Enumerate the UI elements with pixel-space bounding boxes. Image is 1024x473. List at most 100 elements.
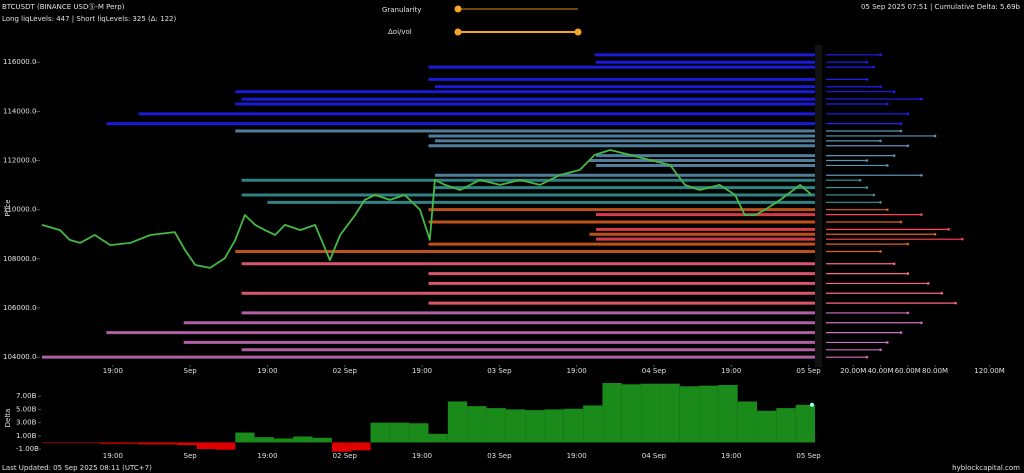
delta-bar [447, 401, 468, 443]
delta-bar [525, 410, 545, 443]
liq-volume-dot [906, 311, 910, 315]
liq-volume-dot [920, 213, 923, 216]
delta-bar [757, 410, 777, 443]
y-tick-label: 110000.0 [3, 206, 36, 214]
site: hyblockcapital.com [952, 464, 1020, 472]
liq-volume-dot [879, 201, 882, 204]
x-tick-label: 19:00 [103, 367, 123, 375]
delta-bar [718, 384, 738, 443]
delta-bar [467, 406, 487, 443]
x-tick-label: 19:00 [103, 452, 123, 460]
delta-bar [312, 437, 332, 443]
delta-bar [621, 384, 642, 443]
delta-bar [177, 442, 197, 446]
delta-bar [61, 442, 81, 444]
liq-volume-dot [858, 178, 862, 182]
liq-volume-dot [865, 355, 869, 359]
liq-volume-dot [886, 341, 889, 344]
liq-volume-dot [886, 164, 889, 167]
delta-bar [119, 442, 139, 444]
status: 05 Sep 2025 07:51 | Cumulative Delta: 5.… [861, 3, 1021, 11]
delta-bar [737, 401, 758, 443]
y-tick-label: 104000.0 [3, 353, 36, 361]
liq-volume-dot [865, 186, 869, 189]
delta-bar [544, 409, 564, 443]
delta-bar [409, 423, 429, 443]
liq-volume-dot [892, 262, 896, 266]
liq-volume-dot [872, 65, 876, 69]
x-tick-label: Sep [184, 367, 198, 375]
delta-bar [505, 409, 526, 443]
volume-tick-label: 40.00M [867, 367, 893, 375]
liq-volume-dot [947, 228, 950, 231]
liq-volume-dot [920, 97, 923, 101]
volume-tick-label: 120.00M [974, 367, 1005, 375]
granularity-label: Granularity [382, 6, 421, 14]
x-tick-label: Sep [184, 452, 198, 460]
liq-volume-dot [940, 291, 944, 295]
liq-volume-dot [960, 237, 964, 241]
liq-volume-dot [892, 154, 896, 157]
liq-volume-dot [865, 78, 869, 81]
x-tick-label: 02 Sep [333, 367, 358, 375]
y-tick-label: -1.00B [16, 445, 39, 453]
level-counts: Long liqLevels: 447 | Short liqLevels: 3… [2, 15, 176, 23]
delta-bar [389, 422, 410, 443]
x-tick-label: 19:00 [257, 367, 277, 375]
liq-volume-dot [865, 159, 869, 162]
delta-bar [679, 386, 700, 443]
x-tick-label: 19:00 [721, 452, 741, 460]
price-line [41, 149, 813, 269]
liq-volume-dot [899, 122, 903, 125]
delta-bar [351, 442, 371, 451]
y-tick-label: 5.00B [16, 405, 37, 413]
delta-bar [42, 442, 62, 444]
liq-volume-dot [886, 208, 889, 211]
delta-axis-label: Delta [4, 409, 12, 428]
liq-volume-dot [899, 331, 903, 334]
volume-tick-label: 80.00M [922, 367, 948, 375]
delta-bar [99, 442, 120, 444]
y-tick-label: 112000.0 [3, 157, 36, 165]
delta-bar [235, 432, 255, 443]
oi-vol-knob-high[interactable] [574, 28, 582, 36]
liq-volume-dot [954, 301, 957, 305]
volume-tick-label: 20.00M [840, 367, 866, 375]
liq-volume-dot [933, 134, 937, 138]
delta-bar [776, 408, 796, 443]
y-tick-label: 3.00B [16, 419, 37, 427]
delta-bar [699, 385, 719, 443]
liq-volume-dot [879, 53, 882, 57]
delta-bar [293, 436, 313, 443]
liq-volume-dot [906, 112, 910, 116]
y-tick-label: 7.00B [16, 392, 37, 400]
delta-bar [80, 442, 100, 444]
liq-volume-dot [879, 250, 882, 253]
x-tick-label: 19:00 [567, 367, 587, 375]
delta-bar [602, 383, 622, 443]
delta-bar [254, 437, 274, 443]
x-tick-label: 04 Sep [642, 452, 667, 460]
liq-volume-dot [879, 139, 882, 143]
y-tick-label: 106000.0 [3, 304, 36, 312]
x-tick-label: 19:00 [412, 367, 432, 375]
liq-volume-dot [906, 242, 910, 246]
oi-vol-knob-low[interactable] [454, 28, 462, 36]
delta-bar [583, 405, 603, 443]
granularity-knob[interactable] [454, 5, 462, 13]
volume-tick-label: 60.00M [895, 367, 921, 375]
delta-bar [157, 442, 178, 445]
delta-bar [370, 422, 390, 443]
symbol: BTCUSDT (BINANCE USDⓈ-M Perp) [2, 3, 125, 11]
plot-layer: 104000.0 106000.0 108000.0 110000.0 112000.0… [3, 53, 1005, 460]
x-tick-label: 19:00 [721, 367, 741, 375]
price-axis-label: Price [4, 199, 12, 216]
x-tick-label: 19:00 [567, 452, 587, 460]
delta-bar [138, 442, 158, 445]
delta-bar [273, 438, 294, 443]
liq-volume-dot [920, 321, 923, 325]
x-tick-label: 02 Sep [333, 452, 358, 460]
liq-volume-dot [920, 173, 923, 177]
liq-volume-dot [899, 220, 903, 224]
